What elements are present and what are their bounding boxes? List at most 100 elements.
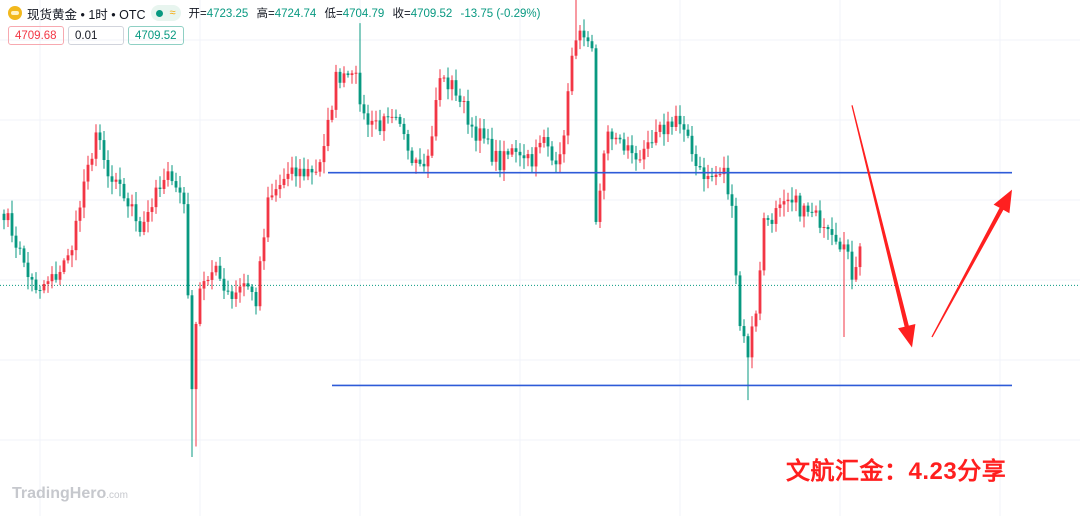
candle-body	[534, 147, 538, 167]
candle-body	[458, 95, 462, 102]
candle-body	[798, 195, 802, 217]
candle-body	[98, 132, 102, 141]
candle-body	[854, 267, 858, 280]
candle-body	[2, 213, 6, 221]
change-value: -13.75 (-0.29%)	[460, 8, 541, 20]
candle-body	[82, 181, 86, 208]
candle-body	[130, 204, 134, 207]
candle	[438, 69, 442, 107]
candle	[398, 114, 402, 127]
candle-body	[374, 120, 378, 122]
candle-body	[254, 291, 258, 307]
candle	[666, 111, 670, 143]
candle	[306, 159, 310, 181]
candle-body	[162, 179, 166, 189]
candle	[522, 144, 526, 169]
candle-body	[726, 167, 730, 195]
candle-body	[758, 270, 762, 314]
candle-body	[226, 290, 230, 292]
candle-body	[322, 146, 326, 163]
candle-body	[62, 260, 66, 272]
candle	[626, 136, 630, 159]
candle	[122, 178, 126, 202]
candle	[158, 176, 162, 198]
candle-body	[38, 290, 42, 292]
candle-body	[586, 37, 590, 42]
candle	[298, 158, 302, 188]
candle	[458, 88, 462, 108]
candle	[790, 187, 794, 212]
candle	[258, 256, 262, 311]
arrow-up-icon	[931, 189, 1012, 338]
candle-body	[558, 154, 562, 165]
candle-body	[318, 162, 322, 172]
candle-body	[110, 176, 114, 182]
candle-body	[194, 323, 198, 390]
candle-body	[434, 100, 438, 137]
candle	[30, 273, 34, 292]
candle	[750, 316, 754, 369]
candle	[82, 169, 86, 219]
candle	[134, 192, 138, 232]
candle-body	[270, 195, 274, 198]
candle-body	[158, 187, 162, 189]
candle	[18, 241, 22, 255]
candle-body	[766, 218, 770, 220]
candle	[402, 118, 406, 140]
candle	[846, 239, 850, 260]
candle-body	[90, 158, 94, 165]
candle	[606, 125, 610, 161]
candle	[610, 128, 614, 151]
candle	[478, 118, 482, 154]
candle-body	[530, 154, 534, 167]
candle-body	[706, 175, 710, 180]
candle-body	[34, 279, 38, 291]
candle	[386, 107, 390, 124]
candle	[290, 156, 294, 181]
market-status-badge[interactable]: ≈	[151, 5, 181, 21]
candle-body	[738, 275, 742, 327]
candle	[78, 200, 82, 232]
candle	[238, 278, 242, 303]
sell-price-button[interactable]: 4709.68	[8, 26, 64, 45]
candle	[858, 243, 862, 276]
candle	[426, 149, 430, 179]
candle-body	[426, 155, 430, 167]
annotation-arrows	[851, 105, 1012, 348]
candle-body	[562, 135, 566, 155]
candle	[326, 107, 330, 152]
candle-body	[626, 145, 630, 151]
candle	[506, 148, 510, 160]
candle	[778, 197, 782, 217]
candle-body	[26, 262, 30, 278]
candle	[262, 228, 266, 270]
candle	[494, 139, 498, 171]
candle	[466, 89, 470, 134]
candle	[226, 280, 230, 295]
candle-body	[78, 207, 82, 221]
candle	[698, 156, 702, 170]
candle-series	[2, 0, 862, 458]
buy-price-button[interactable]: 4709.52	[128, 26, 184, 45]
candle	[194, 321, 198, 447]
candle-body	[422, 163, 426, 167]
candle-body	[74, 220, 78, 251]
symbol-title[interactable]: 现货黄金 • 1时 • OTC	[27, 7, 146, 22]
candle-body	[670, 121, 674, 127]
candle	[530, 147, 534, 173]
candle-body	[394, 116, 398, 118]
low-value: 4704.79	[342, 8, 385, 20]
candle	[526, 149, 530, 167]
candle	[330, 105, 334, 123]
candle	[202, 271, 206, 301]
candle	[810, 202, 814, 218]
candle-body	[190, 295, 194, 390]
candle	[66, 248, 70, 264]
candle	[630, 135, 634, 164]
candle-body	[606, 131, 610, 154]
candle-body	[182, 192, 186, 205]
candle-body	[694, 154, 698, 166]
candle-body	[730, 194, 734, 206]
candle-body	[658, 124, 662, 132]
